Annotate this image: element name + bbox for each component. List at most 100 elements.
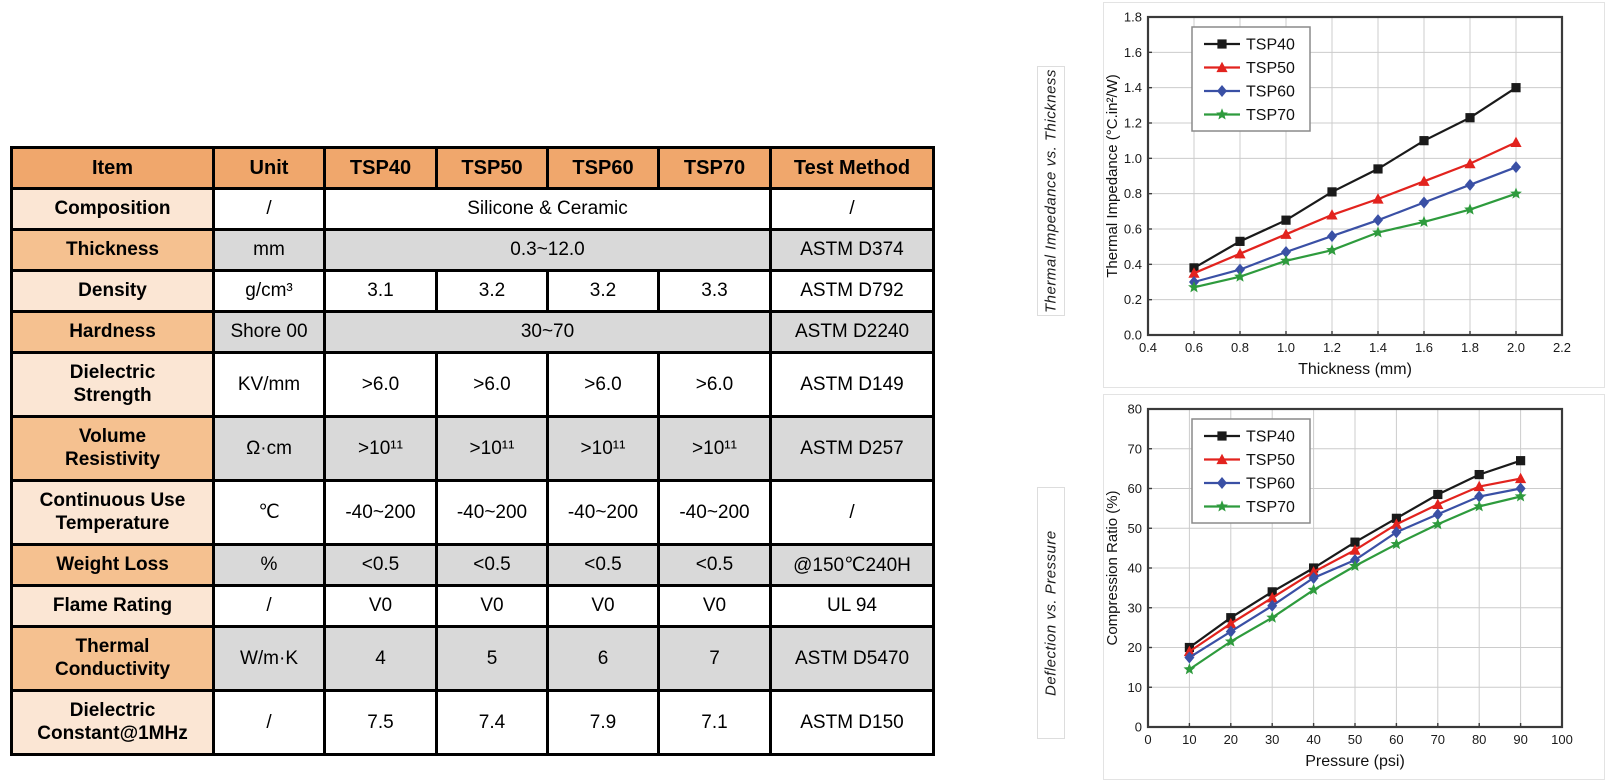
table-cell: 7.9 bbox=[546, 689, 660, 756]
svg-text:60: 60 bbox=[1128, 481, 1142, 496]
star-marker bbox=[1464, 203, 1476, 215]
table-cell: 30~70 bbox=[323, 310, 772, 354]
diamond-marker bbox=[1267, 599, 1278, 612]
triangle-marker bbox=[1225, 617, 1237, 629]
svg-text:100: 100 bbox=[1551, 732, 1573, 747]
diamond-marker bbox=[1511, 161, 1521, 174]
x-axis-title: Thickness (mm) bbox=[1298, 361, 1412, 378]
table-cell: 5 bbox=[435, 625, 549, 692]
star-marker bbox=[1514, 490, 1527, 502]
square-marker bbox=[1373, 164, 1383, 174]
square-marker bbox=[1391, 513, 1401, 523]
square-marker bbox=[1465, 113, 1475, 123]
series-line bbox=[1193, 86, 1517, 269]
series-tsp60 bbox=[1184, 482, 1526, 664]
table-cell: 3.3 bbox=[657, 269, 772, 313]
table-cell: / bbox=[769, 479, 935, 546]
series-line bbox=[1193, 141, 1517, 275]
y-axis-title: Compression Ratio (%) bbox=[1104, 490, 1121, 645]
table-cell: ASTM D2240 bbox=[769, 310, 935, 354]
table-cell: Thickness bbox=[10, 228, 215, 272]
x-tick-labels: 0 10 20 30 40 50 60 70 80 90 100 bbox=[1144, 732, 1572, 747]
chart2-svg: 0 10 20 30 40 50 60 70 80 90 100 0 10 20 30 40 50 60 70 80 P… bbox=[1104, 402, 1573, 771]
star-marker bbox=[1510, 187, 1522, 199]
table-cell: V0 bbox=[657, 584, 772, 628]
table-cell: % bbox=[212, 543, 326, 587]
legend-label: TSP50 bbox=[1246, 452, 1295, 469]
triangle-marker bbox=[1183, 645, 1195, 657]
square-marker bbox=[1235, 236, 1245, 246]
svg-text:1.6: 1.6 bbox=[1124, 45, 1142, 60]
table-row: Dielectric Strength KV/mm >6.0 >6.0 >6.0 >6.0… bbox=[10, 351, 935, 418]
square-marker bbox=[1350, 537, 1360, 547]
table-cell: ASTM D5470 bbox=[769, 625, 935, 692]
series-tsp40 bbox=[1189, 83, 1521, 273]
table-cell: >10¹¹ bbox=[323, 415, 438, 482]
thermal-impedance-chart: 0.4 0.6 0.8 1.0 1.2 1.4 1.6 1.8 2.0 2.2 0.0 0.2 0.4 0… bbox=[1103, 2, 1605, 388]
table-row: Thickness mm 0.3~12.0 ASTM D374 bbox=[10, 228, 935, 272]
series-tsp60 bbox=[1189, 161, 1521, 288]
triangle-marker bbox=[1473, 480, 1485, 492]
diamond-marker bbox=[1391, 526, 1402, 539]
table-cell: <0.5 bbox=[657, 543, 772, 587]
triangle-marker bbox=[1515, 472, 1527, 484]
svg-text:70: 70 bbox=[1431, 732, 1445, 747]
table-cell: 0.3~12.0 bbox=[323, 228, 772, 272]
svg-text:20: 20 bbox=[1128, 640, 1142, 655]
table-cell: Ω·cm bbox=[212, 415, 326, 482]
star-marker bbox=[1473, 500, 1486, 512]
triangle-marker bbox=[1349, 544, 1361, 555]
table-row: Composition / Silicone & Ceramic / bbox=[10, 187, 935, 231]
series-tsp50 bbox=[1188, 136, 1522, 278]
x-axis-title: Pressure (psi) bbox=[1305, 753, 1405, 770]
y-tick-labels: 0 10 20 30 40 50 60 70 80 bbox=[1128, 402, 1142, 735]
svg-text:1.2: 1.2 bbox=[1124, 116, 1142, 131]
svg-text:30: 30 bbox=[1128, 600, 1142, 615]
svg-text:50: 50 bbox=[1128, 521, 1142, 536]
table-cell: Density bbox=[10, 269, 215, 313]
square-marker bbox=[1474, 469, 1484, 480]
diamond-marker bbox=[1217, 85, 1227, 97]
table-cell: ℃ bbox=[212, 479, 326, 546]
table-cell: Continuous Use Temperature bbox=[10, 479, 215, 546]
table-cell: Weight Loss bbox=[10, 543, 215, 587]
table-cell: Volume Resistivity bbox=[10, 415, 215, 482]
table-cell: -40~200 bbox=[435, 479, 549, 546]
column-header-tsp60: TSP60 bbox=[546, 146, 660, 190]
triangle-marker bbox=[1234, 247, 1246, 259]
triangle-marker bbox=[1510, 136, 1522, 148]
column-header-tsp70: TSP70 bbox=[657, 146, 772, 190]
series-tsp50 bbox=[1183, 472, 1527, 657]
table-cell: 7.1 bbox=[657, 689, 772, 756]
svg-text:1.2: 1.2 bbox=[1323, 340, 1341, 355]
x-tick-labels: 0.4 0.6 0.8 1.0 1.2 1.4 1.6 1.8 2.0 2.2 bbox=[1139, 340, 1571, 355]
table-cell: 6 bbox=[546, 625, 660, 692]
table-row: Dielectric Constant@1MHz/7.5 7.4 7.9 7.1 AST… bbox=[10, 689, 935, 756]
svg-text:0.6: 0.6 bbox=[1124, 222, 1142, 237]
svg-text:0.0: 0.0 bbox=[1124, 328, 1142, 343]
legend: TSP40 TSP50 TSP60 TSP70 bbox=[1191, 418, 1311, 524]
square-marker bbox=[1226, 613, 1236, 623]
square-marker bbox=[1516, 456, 1526, 466]
star-marker bbox=[1266, 611, 1279, 623]
column-header-test-method: Test Method bbox=[769, 146, 935, 190]
diamond-marker bbox=[1217, 477, 1227, 489]
svg-text:10: 10 bbox=[1182, 732, 1196, 747]
table-cell: KV/mm bbox=[212, 351, 326, 418]
svg-text:1.0: 1.0 bbox=[1277, 340, 1295, 355]
star-marker bbox=[1349, 559, 1361, 572]
table-cell: Dielectric Strength bbox=[10, 351, 215, 418]
svg-text:80: 80 bbox=[1472, 732, 1486, 747]
table-cell: >6.0 bbox=[657, 351, 772, 418]
diamond-marker bbox=[1515, 482, 1526, 495]
series-line bbox=[1193, 166, 1517, 284]
star-marker bbox=[1188, 281, 1200, 293]
table-cell: 3.2 bbox=[546, 269, 660, 313]
table-cell: @150℃240H bbox=[769, 543, 935, 587]
column-header-tsp40: TSP40 bbox=[323, 146, 438, 190]
square-marker bbox=[1217, 39, 1227, 49]
table-cell: Hardness bbox=[10, 310, 215, 354]
svg-text:20: 20 bbox=[1224, 732, 1238, 747]
table-cell: 4 bbox=[323, 625, 438, 692]
table-cell: -40~200 bbox=[546, 479, 660, 546]
